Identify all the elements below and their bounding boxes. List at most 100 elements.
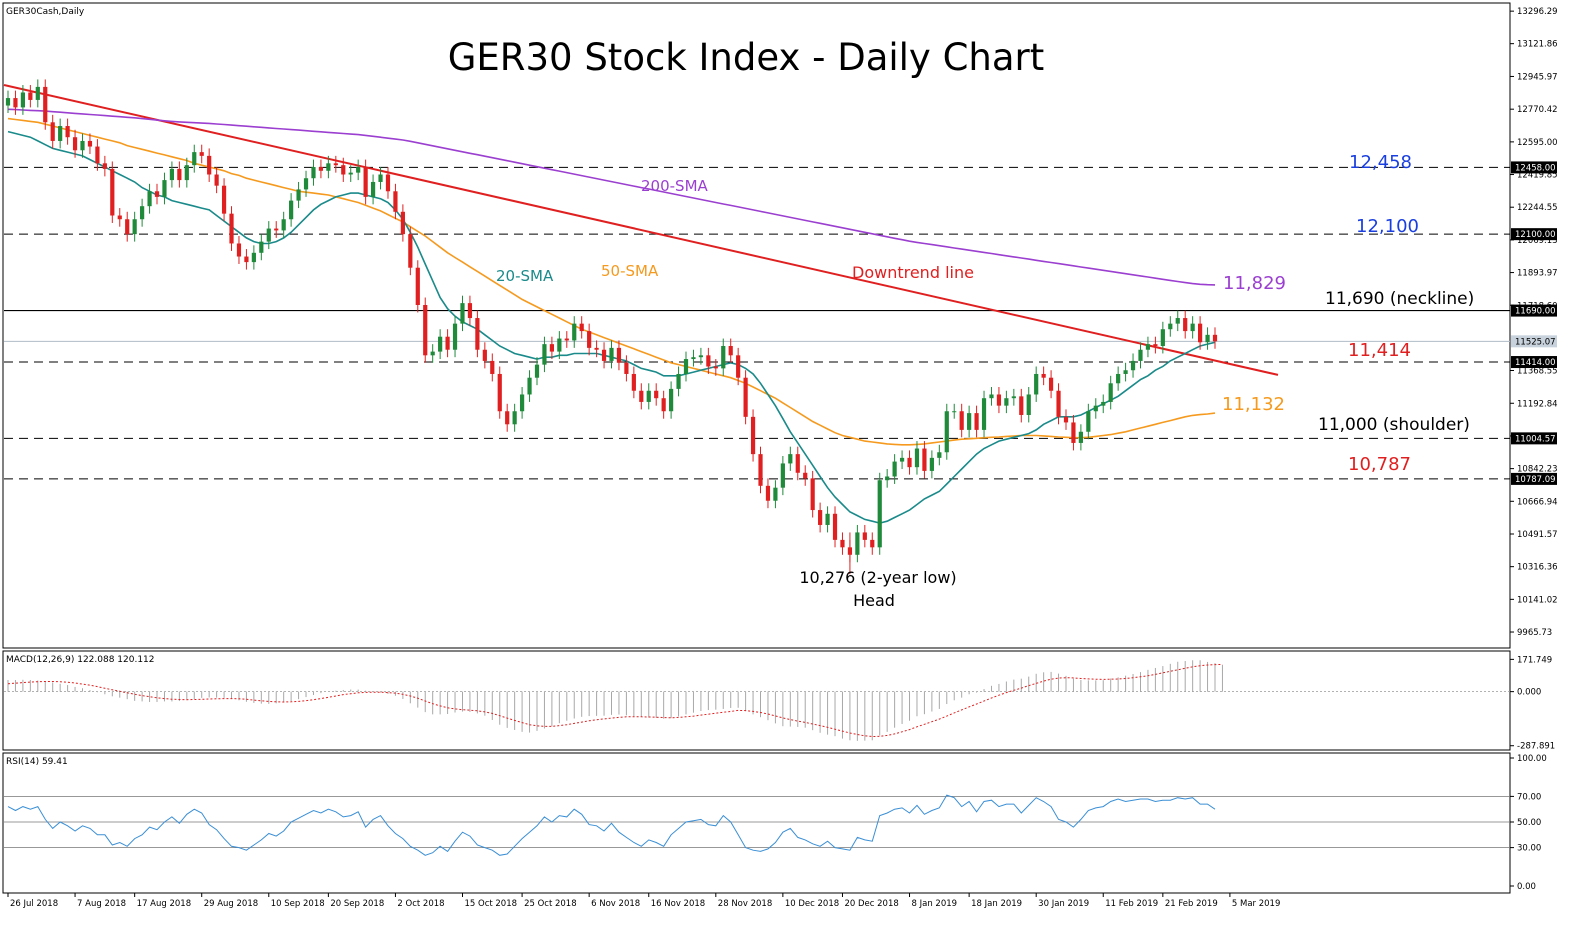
candle-down xyxy=(154,191,160,197)
candle-up xyxy=(311,167,316,179)
date-tick-label: 20 Dec 2018 xyxy=(844,899,898,909)
candle-up xyxy=(1093,405,1098,412)
date-tick-label: 20 Sep 2018 xyxy=(330,899,384,909)
candle-up xyxy=(1101,401,1106,406)
candle-down xyxy=(497,373,502,412)
candle-up xyxy=(251,252,256,263)
date-tick-label: 8 Jan 2019 xyxy=(912,899,958,909)
candle-up xyxy=(5,98,11,106)
candle-up xyxy=(527,377,532,395)
date-tick-label: 15 Oct 2018 xyxy=(464,899,517,909)
candle-up xyxy=(914,448,920,468)
level-12100-label: 12,100 xyxy=(1356,216,1419,237)
candle-down xyxy=(28,92,33,100)
candle-up xyxy=(348,172,353,175)
date-tick-label: 18 Jan 2019 xyxy=(971,899,1022,909)
candle-down xyxy=(654,390,659,399)
candle-up xyxy=(184,165,189,181)
candle-down xyxy=(1048,377,1054,391)
price-tick-label: 12419.85 xyxy=(1517,171,1558,181)
price-tick-label: 13121.86 xyxy=(1517,40,1558,50)
candle-up xyxy=(542,344,547,365)
candle-up xyxy=(937,452,942,458)
candle-down xyxy=(728,346,733,356)
candle-down xyxy=(318,167,324,171)
horizontal-levels xyxy=(4,166,1510,480)
candle-down xyxy=(177,168,182,181)
sma50-value-label: 11,132 xyxy=(1222,394,1285,415)
macd-tick-label: 0.000 xyxy=(1517,688,1541,698)
candle-up xyxy=(676,373,681,389)
candle-up xyxy=(519,394,525,412)
candle-up xyxy=(80,140,85,151)
candle-down xyxy=(102,163,107,169)
shoulder-label: 11,000 (shoulder) xyxy=(1318,415,1470,435)
label-20-sma: 20-SMA xyxy=(496,267,554,285)
candle-up xyxy=(855,532,860,555)
candle-down xyxy=(244,256,249,263)
head-label: Head xyxy=(853,591,895,610)
candle-up xyxy=(773,487,778,501)
candle-down xyxy=(505,411,510,425)
rsi-panel-frame xyxy=(2,752,1511,894)
candle-down xyxy=(363,167,368,197)
candle-up xyxy=(669,388,674,412)
candle-down xyxy=(445,336,450,350)
candle-up xyxy=(58,126,63,141)
rsi-tick-label: 70.00 xyxy=(1517,792,1541,802)
candle-up xyxy=(683,359,689,374)
date-tick-label: 16 Nov 2018 xyxy=(651,899,705,909)
candle-up xyxy=(192,152,197,166)
level-price-box xyxy=(1511,335,1557,348)
level-price-box-label: 11004.57 xyxy=(1515,434,1556,444)
candle-down xyxy=(400,211,405,235)
candle-up xyxy=(512,411,517,425)
date-tick-label: 26 Jul 2018 xyxy=(10,899,58,909)
candle-down xyxy=(639,390,644,402)
level-11414-label: 11,414 xyxy=(1348,340,1411,361)
level-price-box-label: 11690.00 xyxy=(1515,307,1556,317)
level-price-box xyxy=(1511,161,1557,174)
candle-up xyxy=(326,163,331,171)
candle-down xyxy=(50,122,55,141)
candle-up xyxy=(1108,383,1113,402)
price-tick-label: 10491.57 xyxy=(1517,530,1558,540)
level-price-box xyxy=(1511,304,1557,317)
candle-up xyxy=(1116,373,1121,384)
price-tick-label: 11192.84 xyxy=(1517,399,1558,409)
candle-down xyxy=(661,398,666,412)
candle-down xyxy=(736,355,741,378)
level-price-box xyxy=(1511,432,1557,445)
candle-up xyxy=(266,228,271,242)
candle-up xyxy=(1168,323,1173,330)
candle-down xyxy=(87,140,93,147)
candle-down xyxy=(207,155,212,175)
price-tick-label: 13296.29 xyxy=(1517,7,1558,17)
candle-down xyxy=(1183,318,1188,332)
date-tick-label: 21 Feb 2019 xyxy=(1165,899,1218,909)
sma-200-line xyxy=(7,108,1216,286)
candle-down xyxy=(832,513,838,540)
candle-down xyxy=(750,416,756,455)
candle-up xyxy=(1086,411,1091,432)
rsi-tick-label: 0.00 xyxy=(1517,882,1536,892)
candle-down xyxy=(1071,422,1076,443)
candle-down xyxy=(974,413,979,430)
candle-down xyxy=(616,347,622,363)
price-tick-label: 11368.55 xyxy=(1517,367,1558,377)
level-price-box-label: 11525.07 xyxy=(1515,337,1556,347)
candle-up xyxy=(1078,431,1083,443)
price-tick-label: 9965.73 xyxy=(1517,628,1552,638)
rsi-tick-label: 30.00 xyxy=(1517,844,1541,854)
candle-down xyxy=(1153,344,1158,347)
candle-down xyxy=(594,347,599,350)
label-50-sma: 50-SMA xyxy=(601,262,659,280)
date-tick-label: 11 Feb 2019 xyxy=(1105,899,1158,909)
candle-up xyxy=(20,92,26,108)
candle-down xyxy=(72,137,78,151)
candle-down xyxy=(862,532,867,540)
date-tick-label: 29 Aug 2018 xyxy=(204,899,258,909)
level-price-box-label: 12458.00 xyxy=(1515,163,1556,173)
candle-up xyxy=(370,181,376,197)
